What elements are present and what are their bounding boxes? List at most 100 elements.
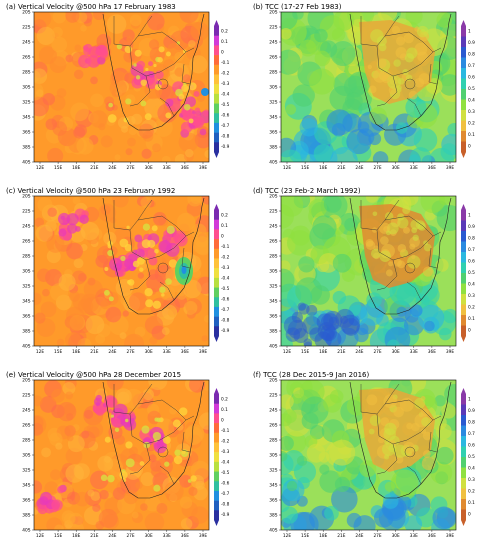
lon-tick-label: 21E xyxy=(90,349,98,355)
lat-tick-label: 36S xyxy=(22,498,30,504)
lat-tick-label: 34S xyxy=(269,483,277,489)
colorbar-tick-label: 0.1 xyxy=(221,407,228,413)
colorbar-tick-label: -0.1 xyxy=(221,244,230,250)
lon-tick-label: 12E xyxy=(283,165,291,171)
colorbar-tick-label: 0.8 xyxy=(468,420,475,426)
colorbar-tick-label: 0.2 xyxy=(221,28,228,34)
lon-tick-label: 21E xyxy=(90,165,98,171)
lon-tick-label: 18E xyxy=(319,533,327,539)
colorbar-tick-label: 0 xyxy=(468,327,471,333)
colorbar-tick-label: 0 xyxy=(468,143,471,149)
colorbar: 0.2 0.1 0 -0.1 -0.2 -0.3 -0.4 -0.5 -0.6 -0.7 -0.8 -… xyxy=(214,388,230,526)
coastline xyxy=(102,197,205,315)
colorbar-tick-label: 0.9 xyxy=(468,40,475,46)
map-panel-f: (f) TCC (28 Dec 2015-9 Jan 2016)20S 22S 24… xyxy=(253,371,475,539)
lat-tick-label: 30S xyxy=(269,269,277,275)
lon-tick-label: 15E xyxy=(54,533,62,539)
lat-tick-label: 28S xyxy=(22,70,30,76)
lon-tick-label: 15E xyxy=(301,165,309,171)
lat-tick-label: 22S xyxy=(22,25,30,31)
lon-tick-label: 15E xyxy=(301,533,309,539)
colorbar-tick-label: 0.3 xyxy=(468,293,475,299)
lat-tick-label: 34S xyxy=(22,483,30,489)
colorbar-tick-label: 0.8 xyxy=(468,236,475,242)
lon-tick-label: 33E xyxy=(163,349,171,355)
colorbar-tick-label: -0.5 xyxy=(221,102,230,108)
lat-tick-label: 26S xyxy=(269,55,277,61)
panel-f: (f) TCC (28 Dec 2015-9 Jan 2016) 20S 22S 24… xyxy=(247,368,483,550)
map-panel-e: (e) Vertical Velocity @500 hPa 28 Decemb… xyxy=(6,371,230,539)
lon-tick-label: 24E xyxy=(355,349,363,355)
lon-tick-label: 33E xyxy=(410,165,418,171)
panel-title: (f) TCC (28 Dec 2015-9 Jan 2016) xyxy=(253,371,370,379)
colorbar-tick-label: 0.1 xyxy=(221,39,228,45)
colorbar-tick-label: 0.3 xyxy=(468,109,475,115)
panel-e: (e) Vertical Velocity @500 hPa 28 Decemb… xyxy=(0,368,236,550)
colorbar-tick-label: 0.6 xyxy=(468,259,475,265)
colorbar: 1 0.9 0.8 0.7 0.6 0.5 0.4 0.3 0.2 0.1 0 xyxy=(461,20,475,158)
lat-tick-label: 32S xyxy=(22,284,30,290)
colorbar-tick-label: -0.9 xyxy=(221,144,230,150)
colorbar-tick-label: 0.2 xyxy=(468,304,475,310)
colorbar-tick-label: 0.1 xyxy=(468,316,475,322)
coastline xyxy=(349,381,452,499)
lat-tick-label: 38S xyxy=(22,329,30,335)
map-panel-a: (a) Vertical Velocity @500 hPa 17 Februa… xyxy=(6,3,230,171)
colorbar-tick-label: 1 xyxy=(468,397,471,403)
colorbar-tick-label: -0.2 xyxy=(221,254,230,260)
colorbar-tick-label: 0.1 xyxy=(468,500,475,506)
lat-tick-label: 30S xyxy=(22,85,30,91)
lat-tick-label: 22S xyxy=(269,393,277,399)
colorbar-tick-label: -0.1 xyxy=(221,60,230,66)
coastline xyxy=(349,197,452,315)
colorbar-tick-label: -0.4 xyxy=(221,91,230,97)
lat-tick-label: 36S xyxy=(22,130,30,136)
lon-tick-label: 21E xyxy=(337,165,345,171)
lon-tick-label: 15E xyxy=(54,165,62,171)
lon-tick-label: 27E xyxy=(126,533,134,539)
colorbar-tick-label: 0.1 xyxy=(221,223,228,229)
lat-tick-label: 20S xyxy=(269,378,277,384)
lon-tick-label: 18E xyxy=(319,165,327,171)
lat-tick-label: 32S xyxy=(269,100,277,106)
lon-tick-label: 21E xyxy=(90,533,98,539)
lon-tick-label: 18E xyxy=(72,533,80,539)
lat-tick-label: 30S xyxy=(22,453,30,459)
colorbar-tick-label: 0.2 xyxy=(468,120,475,126)
colorbar-tick-label: -0.9 xyxy=(221,512,230,518)
lon-tick-label: 24E xyxy=(355,165,363,171)
lat-tick-label: 40S xyxy=(269,528,277,534)
lat-tick-label: 32S xyxy=(269,284,277,290)
colorbar-tick-label: -0.7 xyxy=(221,123,230,129)
lat-tick-label: 24S xyxy=(269,40,277,46)
lat-tick-label: 24S xyxy=(269,408,277,414)
colorbar-tick-label: 0.4 xyxy=(468,97,475,103)
colorbar-tick-label: 0.6 xyxy=(468,75,475,81)
lon-tick-label: 39E xyxy=(199,349,207,355)
lat-tick-label: 28S xyxy=(22,254,30,260)
lon-tick-label: 33E xyxy=(163,165,171,171)
panel-title: (c) Vertical Velocity @500 hPa 23 Februa… xyxy=(6,187,175,195)
lon-tick-label: 12E xyxy=(36,349,44,355)
lat-tick-label: 38S xyxy=(269,513,277,519)
lat-tick-label: 36S xyxy=(269,498,277,504)
panel-title: (e) Vertical Velocity @500 hPa 28 Decemb… xyxy=(6,371,181,379)
colorbar-tick-label: 0.1 xyxy=(468,132,475,138)
lat-tick-label: 26S xyxy=(22,239,30,245)
lon-tick-label: 36E xyxy=(181,165,189,171)
map-panel-c: (c) Vertical Velocity @500 hPa 23 Februa… xyxy=(6,187,230,355)
lat-tick-label: 34S xyxy=(269,115,277,121)
lon-tick-label: 18E xyxy=(319,349,327,355)
colorbar-tick-label: -0.3 xyxy=(221,449,230,455)
lat-tick-label: 24S xyxy=(269,224,277,230)
colorbar-tick-label: 0.9 xyxy=(468,408,475,414)
colorbar-tick-label: -0.6 xyxy=(221,480,230,486)
lon-tick-label: 18E xyxy=(72,165,80,171)
lon-tick-label: 12E xyxy=(283,349,291,355)
colorbar-tick-label: 0 xyxy=(221,233,224,239)
lat-tick-label: 38S xyxy=(22,145,30,151)
panel-title: (d) TCC (23 Feb-2 March 1992) xyxy=(253,187,361,195)
lat-tick-label: 28S xyxy=(269,254,277,260)
lon-tick-label: 24E xyxy=(108,349,116,355)
map-panel-d: (d) TCC (23 Feb-2 March 1992)20S 22S 24S 26… xyxy=(253,187,475,355)
